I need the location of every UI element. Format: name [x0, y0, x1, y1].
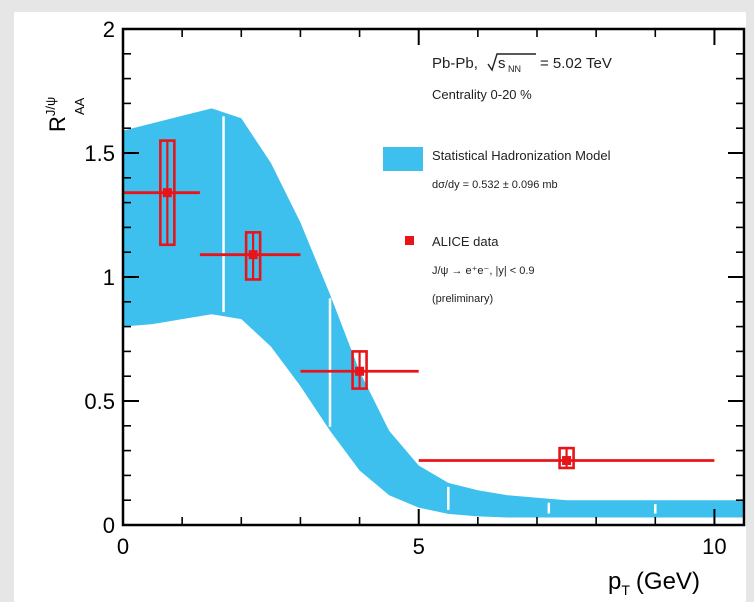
x-tick-label: 0 — [117, 534, 129, 559]
centrality-label: Centrality 0-20 % — [432, 87, 532, 102]
energy-label: = 5.02 TeV — [540, 55, 612, 72]
legend-band-swatch — [383, 147, 423, 171]
y-axis-title-sup: J/ψ — [43, 97, 58, 116]
x-axis-title: pT (GeV) — [608, 568, 700, 598]
data-point-syst-box — [159, 139, 176, 247]
y-tick-label: 0 — [103, 513, 115, 538]
model-band-layer — [123, 108, 744, 518]
data-point-syst-box — [558, 446, 575, 470]
legend-data-detail: J/ψ → e⁺e⁻, |y| < 0.9 — [432, 265, 535, 277]
legend-band-detail: dσ/dy = 0.532 ± 0.096 mb — [432, 179, 558, 191]
legend-band-label: Statistical Hadronization Model — [432, 148, 611, 163]
data-point-syst-box — [244, 231, 262, 281]
data-point-0 — [123, 139, 200, 247]
system-label: Pb-Pb, — [432, 55, 478, 72]
data-point-marker — [162, 188, 172, 198]
y-tick-label: 1.5 — [84, 141, 115, 166]
data-layer — [123, 139, 715, 470]
y-axis-title-main: R — [45, 116, 70, 132]
sqrt-s-label: s — [498, 55, 506, 72]
data-point-1 — [199, 231, 301, 281]
sqrt-s-sub: NN — [508, 64, 521, 74]
x-tick-label: 10 — [702, 534, 726, 559]
data-point-syst-box — [351, 350, 368, 390]
data-point-2 — [300, 350, 419, 390]
x-axis-title-unit: (GeV) — [636, 568, 700, 595]
sqrt-symbol — [487, 53, 536, 72]
y-axis-title: RJ/ψ AA — [43, 97, 87, 132]
annotation-block: Pb-Pb, s NN = 5.02 TeV Centrality 0-20 %… — [383, 53, 612, 305]
data-point-marker — [355, 366, 365, 376]
svg-text:Pb-Pb,: Pb-Pb, — [432, 55, 478, 72]
data-point-marker — [562, 456, 572, 466]
x-axis-title-main: p — [608, 568, 621, 595]
y-tick-label: 1 — [103, 265, 115, 290]
legend-marker-swatch — [405, 236, 414, 245]
svg-text:RJ/ψ: RJ/ψ — [43, 97, 70, 132]
data-point-marker — [248, 250, 258, 260]
legend-data-detail-2: (preliminary) — [432, 293, 493, 305]
y-axis-title-sub: AA — [72, 97, 87, 115]
tick-layer: 0 5 10 0 0.5 1 1.5 2 — [84, 17, 744, 559]
x-tick-label: 5 — [413, 534, 425, 559]
data-point-3 — [418, 446, 715, 470]
model-band — [123, 108, 744, 518]
y-tick-label: 2 — [103, 17, 115, 42]
legend-data-label: ALICE data — [432, 234, 499, 249]
x-axis-title-sub: T — [621, 582, 630, 598]
y-tick-label: 0.5 — [84, 389, 115, 414]
